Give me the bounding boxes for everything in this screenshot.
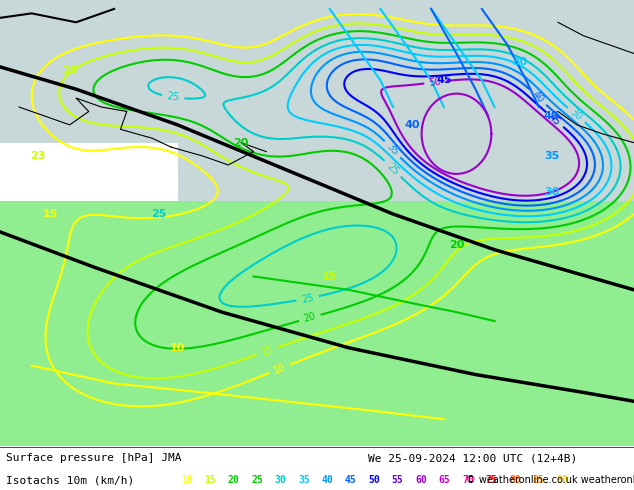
Text: 25: 25 <box>385 161 401 177</box>
Text: 50: 50 <box>368 475 380 485</box>
Text: 30: 30 <box>275 475 287 485</box>
Text: 30: 30 <box>512 57 527 68</box>
FancyBboxPatch shape <box>0 201 634 446</box>
Text: 15: 15 <box>322 271 337 281</box>
Text: 20: 20 <box>302 312 317 324</box>
Text: 25: 25 <box>62 66 77 76</box>
Text: Surface pressure [hPa] JMA: Surface pressure [hPa] JMA <box>6 453 182 463</box>
Text: 45: 45 <box>547 112 562 127</box>
FancyBboxPatch shape <box>0 0 178 143</box>
Text: 40: 40 <box>404 120 420 130</box>
Text: 40: 40 <box>530 89 546 105</box>
Text: 23: 23 <box>30 151 46 161</box>
Text: 45: 45 <box>436 75 451 85</box>
Text: 10: 10 <box>170 343 185 353</box>
Text: 25: 25 <box>151 209 166 219</box>
Text: 15: 15 <box>204 475 216 485</box>
Text: 65: 65 <box>439 475 451 485</box>
Text: 85: 85 <box>533 475 545 485</box>
Text: 75: 75 <box>486 475 498 485</box>
Text: 30: 30 <box>544 187 559 197</box>
Text: 25: 25 <box>251 475 263 485</box>
Text: 40: 40 <box>321 475 333 485</box>
Text: 70: 70 <box>462 475 474 485</box>
Text: 55: 55 <box>392 475 404 485</box>
Text: 20: 20 <box>228 475 240 485</box>
Text: 15: 15 <box>260 344 275 358</box>
Text: 20: 20 <box>449 240 464 250</box>
Text: 10: 10 <box>272 362 287 376</box>
Text: 60: 60 <box>415 475 427 485</box>
Text: 50: 50 <box>429 76 442 88</box>
Text: 45: 45 <box>345 475 357 485</box>
Text: 90: 90 <box>556 475 568 485</box>
Text: 40: 40 <box>544 111 559 121</box>
Text: We 25-09-2024 12:00 UTC (12+4B): We 25-09-2024 12:00 UTC (12+4B) <box>368 453 577 463</box>
Text: 30: 30 <box>569 107 585 123</box>
Text: 35: 35 <box>298 475 310 485</box>
Text: 10: 10 <box>181 475 193 485</box>
Text: 35: 35 <box>385 142 400 157</box>
Text: 20: 20 <box>233 138 249 147</box>
Text: 35: 35 <box>544 151 559 161</box>
FancyBboxPatch shape <box>178 0 634 214</box>
Text: 25: 25 <box>301 293 314 304</box>
Text: Isotachs 10m (km/h): Isotachs 10m (km/h) <box>6 475 134 485</box>
Text: 80: 80 <box>509 475 521 485</box>
Text: © weatheronline.co.uk weatheronline.co.uk: © weatheronline.co.uk weatheronline.co.u… <box>466 475 634 485</box>
Text: 15: 15 <box>43 209 58 219</box>
Text: 25: 25 <box>166 92 180 103</box>
